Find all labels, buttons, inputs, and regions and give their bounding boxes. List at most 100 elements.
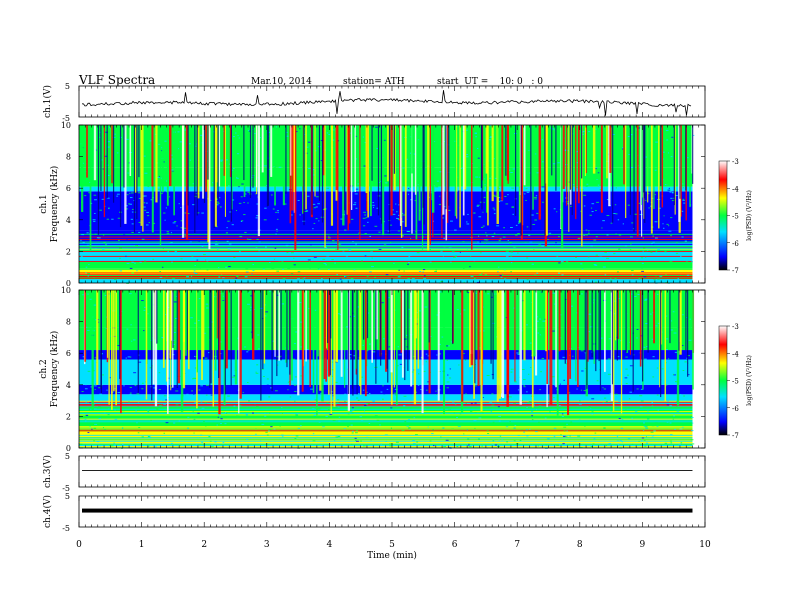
psd-speckle (245, 271, 249, 273)
psd-speckle (630, 166, 634, 168)
psd-speckle (415, 346, 419, 348)
psd-speckle (201, 212, 204, 214)
psd-speckle (529, 172, 531, 174)
psd-speckle (590, 182, 594, 184)
psd-speckle (91, 428, 93, 430)
psd-speckle (229, 211, 233, 213)
psd-speckle (257, 334, 260, 336)
psd-speckle (610, 222, 613, 224)
psd-speckle (381, 369, 383, 371)
sferic (212, 290, 215, 407)
psd-speckle (374, 415, 378, 417)
psd-speckle (382, 338, 385, 340)
psd-speckle (557, 272, 561, 274)
y-tick-label: 5 (65, 82, 70, 91)
dark-streak (377, 125, 380, 216)
psd-speckle (242, 391, 244, 393)
psd-speckle (534, 153, 537, 155)
psd-speckle (646, 418, 650, 420)
dark-streak (611, 290, 614, 385)
psd-speckle (494, 444, 498, 446)
sferic (274, 290, 276, 357)
psd-speckle (117, 380, 119, 382)
psd-speckle (131, 272, 135, 274)
dark-streak (474, 290, 476, 384)
psd-speckle (382, 336, 385, 338)
psd-speckle (556, 255, 558, 257)
sferic (584, 125, 586, 177)
psd-speckle (295, 257, 297, 259)
psd-speckle (513, 152, 516, 154)
psd-speckle (591, 132, 594, 134)
psd-speckle (382, 398, 384, 400)
psd-speckle (121, 402, 123, 404)
psd-speckle (672, 311, 675, 313)
psd-speckle (397, 129, 400, 131)
psd-speckle (156, 141, 160, 143)
dark-streak (224, 290, 226, 395)
psd-speckle (185, 376, 188, 378)
sferic (413, 290, 417, 405)
psd-speckle (354, 437, 357, 439)
psd-speckle (125, 208, 129, 210)
sferic (658, 125, 660, 229)
psd-speckle (204, 398, 207, 400)
psd-speckle (638, 202, 640, 204)
psd-speckle (448, 247, 452, 249)
psd-speckle (266, 384, 269, 386)
dark-streak (692, 125, 694, 184)
psd-speckle (642, 247, 646, 249)
psd-speckle (671, 136, 674, 138)
psd-speckle (406, 230, 410, 232)
dark-streak (445, 125, 447, 210)
psd-speckle (541, 245, 544, 247)
y-tick-label: 6 (66, 184, 71, 193)
sferic (340, 290, 343, 377)
sferic (471, 125, 473, 250)
psd-speckle (662, 223, 664, 225)
psd-speckle (277, 218, 279, 220)
psd-speckle (563, 150, 567, 152)
psd-speckle (600, 322, 603, 324)
sferic (285, 290, 288, 363)
psd-speckle (165, 422, 169, 424)
psd-speckle (687, 415, 690, 417)
psd-speckle (85, 266, 88, 268)
psd-speckle (256, 215, 260, 217)
psd-speckle (207, 319, 210, 321)
dark-streak (366, 290, 369, 339)
psd-speckle (597, 184, 600, 186)
psd-speckle (192, 378, 194, 380)
sferic (558, 290, 561, 352)
dark-streak (138, 125, 140, 178)
psd-speckle (513, 307, 516, 309)
psd-speckle (397, 276, 401, 278)
psd-speckle (180, 258, 183, 260)
psd-speckle (528, 150, 531, 152)
psd-speckle (87, 181, 91, 183)
psd-speckle (228, 348, 231, 350)
sferic (335, 290, 338, 362)
psd-speckle (651, 321, 654, 323)
psd-speckle (599, 256, 603, 258)
psd-speckle (621, 441, 624, 443)
psd-speckle (267, 430, 270, 432)
psd-speckle (127, 164, 129, 166)
psd-speckle (691, 417, 694, 419)
dark-streak (380, 125, 383, 224)
psd-speckle (172, 222, 176, 224)
psd-speckle (543, 278, 545, 280)
psd-speckle (80, 239, 82, 241)
psd-speckle (575, 256, 577, 258)
psd-speckle (339, 278, 342, 280)
psd-speckle (679, 274, 682, 276)
psd-speckle (529, 375, 531, 377)
psd-speckle (625, 368, 628, 370)
psd-speckle (671, 200, 675, 202)
psd-speckle (561, 416, 565, 418)
psd-speckle (482, 211, 484, 213)
psd-speckle (587, 232, 590, 234)
psd-speckle (626, 374, 629, 376)
psd-speckle (176, 225, 178, 227)
psd-speckle (554, 384, 557, 386)
